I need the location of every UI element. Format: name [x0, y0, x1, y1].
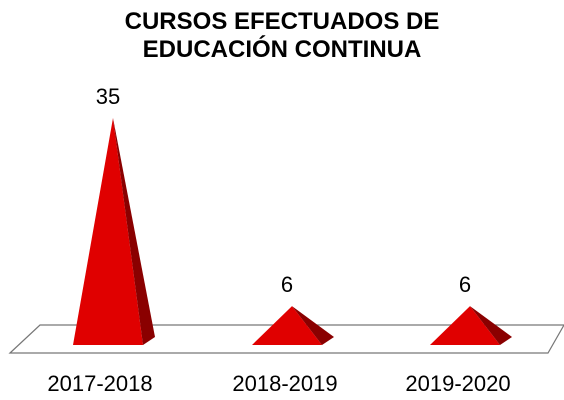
- pyramid: [73, 118, 155, 345]
- x-tick-label: 2017-2018: [47, 371, 152, 396]
- pyramid-front: [252, 306, 322, 345]
- x-tick-label: 2018-2019: [232, 371, 337, 396]
- pyramid-side: [470, 306, 512, 345]
- pyramid: [430, 306, 512, 345]
- pyramid-side: [113, 118, 155, 345]
- chart-title: CURSOS EFECTUADOS DE EDUCACIÓN CONTINUA: [124, 8, 440, 63]
- pyramid-front: [73, 118, 143, 345]
- x-tick-label: 2019-2020: [405, 371, 510, 396]
- data-label: 6: [459, 272, 471, 297]
- pyramid-side: [292, 306, 334, 345]
- data-label: 6: [281, 272, 293, 297]
- pyramid-front: [430, 306, 500, 345]
- pyramid: [252, 306, 334, 345]
- data-label: 35: [96, 84, 120, 109]
